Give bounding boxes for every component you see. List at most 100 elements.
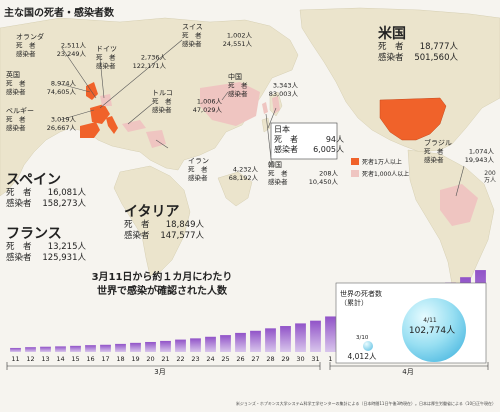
cases-label: 感染者 <box>124 230 150 241</box>
deaths-value: 1,002人 <box>227 32 253 40</box>
japan-shape <box>272 96 280 114</box>
x-tick-12: 22 <box>176 355 184 363</box>
cases-value: 26,667人 <box>47 124 77 132</box>
x-tick-18: 28 <box>266 355 274 363</box>
inset-small-date: 3/10 <box>356 335 369 341</box>
deaths-value: 13,215人 <box>48 242 87 252</box>
turkey-shape <box>122 120 146 132</box>
bar-7 <box>100 344 111 352</box>
bar-9 <box>130 342 141 352</box>
bar-14 <box>205 336 216 352</box>
x-tick-4: 14 <box>56 355 64 363</box>
cases-value: 19,943人 <box>465 156 495 164</box>
cases-label: 感染者 <box>6 252 32 263</box>
bar-20 <box>295 323 306 352</box>
x-tick-8: 18 <box>116 355 124 363</box>
cases-value: 74,605人 <box>47 88 77 96</box>
cases-value: 147,577人 <box>160 231 204 241</box>
country-name: スイス <box>182 23 203 31</box>
inset-title: 世界の死者数（累計） <box>340 289 382 307</box>
deaths-value: 2,511人 <box>61 42 87 50</box>
deaths-label: 死 者 <box>378 42 404 52</box>
korea-shape <box>262 102 268 114</box>
cases-label: 感染者 <box>6 123 26 132</box>
deaths-value: 1,006人 <box>197 98 223 106</box>
cases-label: 感染者 <box>152 105 172 114</box>
inset-big-value: 102,774人 <box>409 325 455 336</box>
cases-label: 感染者 <box>6 198 32 209</box>
deaths-label: 死 者 <box>6 116 26 124</box>
source-note: 米ジョンズ・ホプキンス大学システム科学工学センターの集計による（日本時間11日午… <box>236 400 496 406</box>
bar-11 <box>160 340 171 352</box>
x-tick-16: 26 <box>236 355 244 363</box>
death-toll-inset: 世界の死者数（累計） 4/11 102,774人 3/10 4,012人 <box>335 282 487 364</box>
month-axis <box>6 362 489 370</box>
cases-label: 感染者 <box>268 177 288 186</box>
x-tick-6: 16 <box>86 355 94 363</box>
country-name: ドイツ <box>96 45 117 53</box>
deaths-label: 死 者 <box>124 220 150 230</box>
cases-label: 感染者 <box>228 89 248 98</box>
country-name: 韓国 <box>268 160 282 169</box>
x-tick-10: 20 <box>146 355 154 363</box>
deaths-label: 死 者 <box>152 98 172 106</box>
legend-label-10000: 死者1万人以上 <box>362 158 402 166</box>
big-death-circle <box>402 298 466 362</box>
cases-label: 感染者 <box>274 144 298 154</box>
deaths-label: 死 者 <box>188 166 208 174</box>
cases-value: 68,192人 <box>229 174 259 182</box>
map-title: 主な国の死者・感染者数 <box>4 6 115 19</box>
bar-8 <box>115 343 126 352</box>
x-tick-2: 12 <box>26 355 34 363</box>
x-tick-9: 19 <box>131 355 139 363</box>
deaths-value: 16,081人 <box>48 188 87 198</box>
cases-value: 83,003人 <box>269 90 299 98</box>
cases-value: 24,551人 <box>223 40 253 48</box>
inset-big-date: 4/11 <box>423 317 437 324</box>
bar-12 <box>175 339 186 352</box>
world-map <box>0 7 500 307</box>
bar-22 <box>325 316 336 352</box>
country-name: イタリア <box>124 204 179 220</box>
deaths-label: 死 者 <box>182 32 202 40</box>
x-tick-3: 13 <box>41 355 49 363</box>
cases-label: 感染者 <box>188 173 208 182</box>
cases-value: 501,560人 <box>414 53 458 63</box>
month-label-march: 3月 <box>154 368 165 376</box>
deaths-label: 死 者 <box>6 242 32 252</box>
deaths-label: 死 者 <box>268 170 288 178</box>
country-name: オランダ <box>16 32 44 41</box>
country-shapes <box>80 82 478 226</box>
cases-value: 6,005人 <box>313 145 344 154</box>
y-unit-label: 200 万人 <box>484 170 496 184</box>
deaths-label: 死 者 <box>96 54 116 62</box>
deaths-value: 94人 <box>326 135 344 144</box>
deaths-value: 4,232人 <box>233 166 259 174</box>
cases-label: 感染者 <box>378 52 404 63</box>
bar-1 <box>10 347 21 352</box>
country-name: 英国 <box>6 70 20 79</box>
x-tick-15: 25 <box>221 355 229 363</box>
france-shape <box>90 104 110 124</box>
cases-label: 感染者 <box>182 39 202 48</box>
x-tick-20: 30 <box>296 355 304 363</box>
bar-19 <box>280 326 291 352</box>
deaths-label: 死 者 <box>6 188 32 198</box>
inset-small-value: 4,012人 <box>348 352 377 361</box>
bar-chart-title: 3月11日から約１カ月にわたり世界で感染が確認された人数 <box>92 270 233 297</box>
